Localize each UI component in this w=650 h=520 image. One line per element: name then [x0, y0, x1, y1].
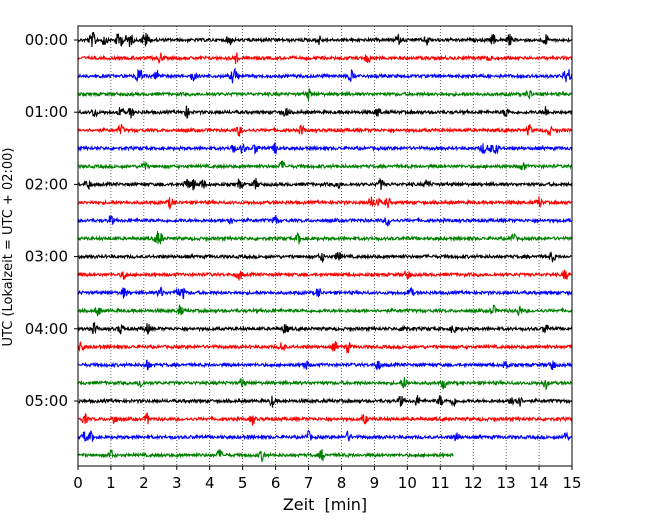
trace-row-17 — [77, 341, 573, 354]
x-tick-label: 4 — [205, 474, 215, 492]
x-tick-label: 5 — [238, 474, 248, 492]
x-axis-label: Zeit [min] — [283, 495, 367, 514]
y-tick-label: 03:00 — [25, 248, 68, 266]
trace-row-22 — [77, 429, 573, 443]
x-tick-label: 8 — [337, 474, 347, 492]
trace-row-16 — [77, 322, 573, 335]
trace-row-7 — [77, 160, 573, 171]
y-axis: 00:00 01:00 02:00 03:00 04:00 05:00 — [25, 31, 78, 410]
y-tick-label: 05:00 — [25, 392, 68, 410]
trace-row-3 — [77, 88, 573, 101]
trace-row-13 — [77, 269, 573, 281]
x-tick-label: 10 — [398, 474, 417, 492]
trace-row-19 — [77, 377, 573, 391]
trace-row-12 — [77, 251, 573, 263]
x-tick-label: 13 — [497, 474, 516, 492]
x-tick-label: 14 — [530, 474, 549, 492]
trace-row-20 — [77, 394, 573, 408]
trace-row-14 — [77, 286, 573, 300]
x-tick-label: 7 — [304, 474, 314, 492]
trace-row-23 — [77, 449, 454, 463]
x-tick-label: 1 — [106, 474, 116, 492]
x-axis: 0 1 2 3 4 5 6 7 8 9 10 11 12 13 14 15 — [73, 466, 582, 492]
x-tick-label: 3 — [172, 474, 182, 492]
trace-row-5 — [77, 124, 573, 137]
trace-row-8 — [77, 177, 573, 191]
trace-row-9 — [77, 196, 573, 210]
x-tick-label: 12 — [464, 474, 483, 492]
trace-row-15 — [77, 304, 573, 317]
plot-frame — [77, 25, 573, 467]
grid-lines — [110, 26, 540, 466]
trace-row-4 — [77, 105, 573, 119]
y-tick-label: 01:00 — [25, 103, 68, 121]
seismic-traces — [77, 31, 573, 463]
y-axis-label: UTC (Lokalzeit = UTC + 02:00) — [1, 148, 16, 347]
trace-row-21 — [77, 412, 573, 426]
x-tick-label: 11 — [431, 474, 450, 492]
x-tick-label: 9 — [370, 474, 380, 492]
x-tick-label: 6 — [271, 474, 281, 492]
y-tick-label: 02:00 — [25, 175, 68, 193]
x-tick-label: 2 — [139, 474, 149, 492]
x-tick-label: 0 — [73, 474, 83, 492]
trace-row-10 — [77, 215, 573, 227]
y-tick-label: 00:00 — [25, 31, 68, 49]
trace-row-11 — [77, 231, 573, 245]
x-tick-label: 15 — [562, 474, 581, 492]
trace-row-1 — [77, 52, 573, 65]
y-tick-label: 04:00 — [25, 320, 68, 338]
trace-row-6 — [77, 142, 573, 155]
trace-row-0 — [77, 31, 573, 48]
trace-row-18 — [77, 359, 573, 371]
trace-row-2 — [77, 67, 573, 84]
